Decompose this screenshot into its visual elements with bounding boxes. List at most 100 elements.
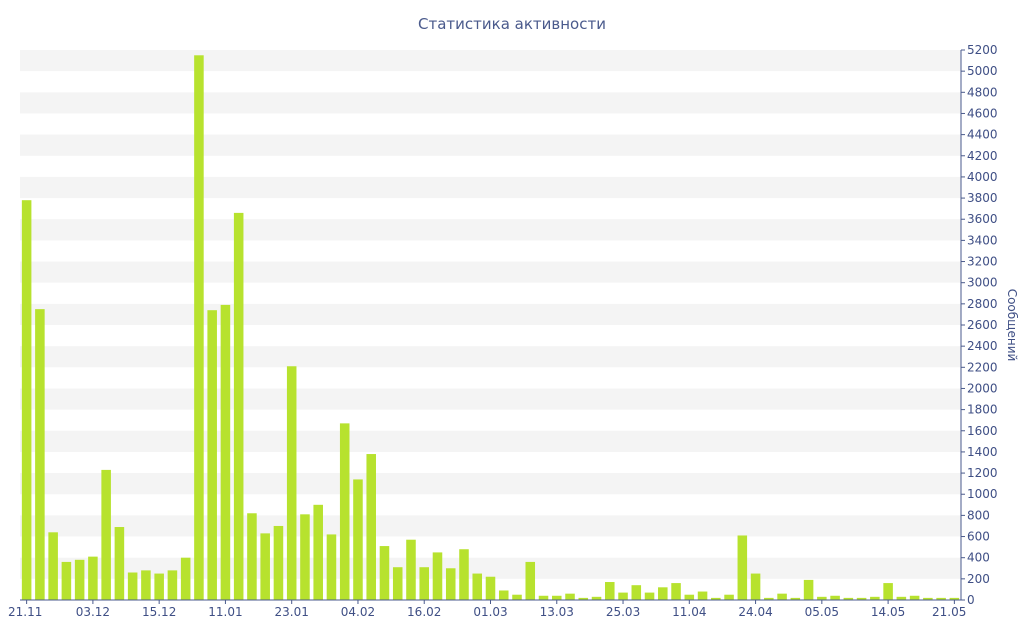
- grid-band: [20, 92, 961, 114]
- y-tick-label: 3200: [967, 255, 998, 269]
- grid-band: [20, 176, 961, 199]
- y-tick-label: 1200: [967, 466, 998, 480]
- bar: [180, 557, 191, 600]
- grid-band: [20, 515, 961, 537]
- x-tick-label: 21.11: [8, 605, 42, 619]
- bar: [260, 533, 270, 600]
- bar: [737, 535, 748, 600]
- x-tick-label: 11.04: [672, 605, 706, 619]
- bar: [127, 572, 138, 600]
- grid-band: [20, 219, 961, 241]
- y-tick-label: 5200: [967, 43, 998, 57]
- bar: [233, 212, 244, 600]
- y-tick-label: 2200: [967, 360, 998, 374]
- y-tick-label: 3600: [967, 212, 998, 226]
- grid-band: [20, 473, 961, 495]
- bar: [764, 597, 774, 600]
- bar: [498, 590, 509, 600]
- y-tick-label: 3000: [967, 276, 998, 290]
- y-tick-label: 1600: [967, 424, 998, 438]
- grid-band: [20, 388, 961, 410]
- bar: [313, 504, 323, 600]
- bar: [565, 593, 575, 600]
- x-tick-label: 11.01: [208, 605, 242, 619]
- y-tick-label: 3400: [967, 233, 998, 247]
- bar: [419, 567, 430, 600]
- bar: [300, 514, 310, 600]
- bar: [658, 587, 668, 600]
- bar: [830, 595, 840, 600]
- y-tick-label: 2000: [967, 381, 998, 395]
- bar: [843, 597, 854, 600]
- y-tick-label: 2800: [967, 297, 998, 311]
- x-tick-label: 03.12: [76, 605, 110, 619]
- x-tick-label: 25.03: [606, 605, 640, 619]
- bar: [74, 559, 85, 600]
- bar: [803, 579, 814, 600]
- grid-band: [20, 50, 961, 72]
- x-tick-label: 13.03: [540, 605, 574, 619]
- bar: [856, 597, 867, 600]
- y-tick-label: 1800: [967, 403, 998, 417]
- bar: [949, 597, 960, 600]
- bar: [631, 585, 642, 600]
- y-tick-label: 600: [967, 530, 990, 544]
- bar: [485, 576, 496, 600]
- bar: [605, 582, 615, 600]
- bar: [273, 525, 284, 600]
- grid-bands: [20, 50, 961, 579]
- y-tick-label: 1400: [967, 445, 998, 459]
- x-tick-label: 05.05: [805, 605, 839, 619]
- bar: [459, 549, 469, 600]
- y-tick-label: 2400: [967, 339, 998, 353]
- bar: [406, 539, 416, 600]
- grid-band: [20, 303, 961, 325]
- bar: [909, 595, 920, 600]
- bar: [777, 593, 787, 600]
- bar: [870, 596, 880, 600]
- bar: [525, 561, 536, 600]
- y-tick-label: 400: [967, 551, 990, 565]
- bar: [326, 534, 337, 600]
- x-tick-label: 01.03: [473, 605, 507, 619]
- bar: [591, 596, 602, 600]
- y-tick-label: 1000: [967, 487, 998, 501]
- bar: [247, 513, 257, 600]
- bar: [724, 594, 734, 600]
- bar: [445, 568, 456, 600]
- y-tick-label: 4000: [967, 170, 998, 184]
- x-axis: 21.11 03.12 15.12 11.01 23.01 04.02 16.02 01.03…: [8, 599, 966, 619]
- bar: [220, 304, 231, 600]
- bar: [512, 594, 522, 600]
- bar: [392, 567, 403, 600]
- bar: [194, 55, 204, 601]
- bar: [551, 595, 562, 600]
- y-axis-title: Сообщений: [1005, 289, 1019, 362]
- bar: [697, 591, 708, 600]
- bar: [339, 423, 350, 600]
- y-tick-label: 800: [967, 508, 990, 522]
- x-tick-label: 24.04: [738, 605, 772, 619]
- bar: [923, 597, 933, 600]
- bar: [883, 583, 893, 600]
- bar: [379, 546, 390, 600]
- y-tick-label: 200: [967, 572, 990, 586]
- bar: [817, 596, 827, 600]
- y-tick-label: 4800: [967, 85, 998, 99]
- bar: [711, 597, 721, 600]
- y-tick-label: 0: [967, 593, 975, 607]
- y-tick-label: 5000: [967, 64, 998, 78]
- bar: [618, 592, 628, 600]
- y-axis: 0 200 400 600 800 1000 1200 1400 1600 1800 2000 220…: [960, 43, 998, 607]
- y-tick-label: 4200: [967, 149, 998, 163]
- bar: [790, 597, 801, 600]
- x-tick-label: 15.12: [142, 605, 176, 619]
- bar: [141, 570, 151, 600]
- grid-band: [20, 430, 961, 452]
- bar: [538, 595, 549, 600]
- bar: [578, 597, 589, 600]
- bar: [101, 469, 111, 600]
- grid-band: [20, 261, 961, 283]
- x-tick-label: 16.02: [407, 605, 441, 619]
- bar: [684, 594, 695, 600]
